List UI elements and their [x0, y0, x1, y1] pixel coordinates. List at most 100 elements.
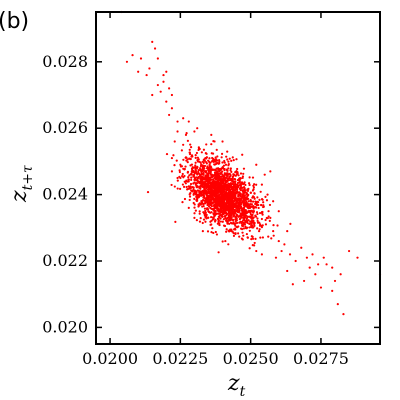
scatter-point	[178, 170, 181, 174]
scatter-point	[199, 217, 202, 220]
scatter-point	[173, 140, 176, 143]
scatter-point	[214, 219, 217, 222]
scatter-point	[180, 165, 184, 168]
scatter-point	[217, 177, 220, 180]
scatter-point	[148, 67, 151, 70]
scatter-point	[216, 189, 219, 192]
scatter-point	[191, 190, 194, 193]
scatter-point	[218, 210, 221, 213]
scatter-point	[231, 198, 234, 201]
scatter-point	[229, 169, 232, 172]
scatter-point	[258, 211, 262, 215]
scatter-point	[205, 217, 208, 220]
scatter-point	[254, 206, 258, 209]
scatter-point	[333, 279, 337, 283]
scatter-point	[234, 232, 237, 236]
scatter-point	[211, 168, 215, 172]
scatter-point	[244, 221, 247, 224]
scatter-point	[241, 190, 245, 193]
scatter-point	[286, 269, 289, 273]
y-axis-ticks: 0.020 0.022 0.024 0.026 0.028	[42, 52, 380, 336]
scatter-point	[210, 185, 213, 188]
scatter-point	[233, 194, 236, 197]
scatter-point	[252, 204, 255, 208]
scatter-point	[260, 183, 263, 186]
scatter-point	[215, 212, 219, 215]
scatter-point	[214, 196, 217, 199]
scatter-point	[227, 209, 231, 213]
scatter-point	[239, 206, 242, 209]
scatter-point	[300, 246, 303, 249]
scatter-point	[233, 208, 236, 211]
scatter-point	[241, 231, 244, 234]
scatter-point	[237, 232, 240, 235]
scatter-point	[244, 189, 247, 192]
scatter-point	[221, 179, 224, 182]
scatter-point	[198, 167, 202, 170]
scatter-point	[252, 219, 255, 223]
scatter-point	[302, 279, 306, 283]
scatter-point	[229, 216, 233, 220]
scatter-point	[243, 209, 247, 213]
scatter-point	[272, 200, 275, 203]
scatter-point	[202, 148, 206, 151]
scatter-point	[258, 228, 261, 231]
scatter-point	[258, 224, 262, 227]
scatter-point	[269, 216, 272, 219]
scatter-point	[226, 197, 229, 200]
scatter-point	[194, 169, 198, 173]
scatter-point	[198, 185, 201, 188]
scatter-point	[198, 210, 201, 213]
scatter-point	[232, 180, 235, 183]
scatter-point	[255, 203, 259, 206]
scatter-point	[187, 185, 191, 188]
scatter-point	[226, 150, 229, 153]
scatter-point	[242, 234, 245, 237]
scatter-point	[199, 161, 202, 164]
scatter-point	[204, 211, 207, 214]
scatter-point	[187, 178, 190, 181]
scatter-point	[235, 200, 238, 204]
scatter-point	[243, 181, 246, 184]
scatter-point	[211, 181, 214, 184]
scatter-point	[193, 130, 196, 133]
scatter-point	[268, 203, 272, 207]
scatter-point	[331, 289, 334, 292]
scatter-point	[224, 172, 227, 175]
scatter-point	[256, 212, 259, 216]
scatter-point	[196, 185, 199, 188]
scatter-point	[253, 244, 256, 247]
scatter-point	[223, 194, 226, 197]
scatter-point	[252, 210, 255, 213]
scatter-point	[208, 202, 212, 205]
scatter-point	[233, 205, 236, 209]
scatter-point	[255, 163, 258, 166]
scatter-point	[222, 224, 226, 227]
scatter-point	[197, 170, 200, 173]
scatter-point	[190, 176, 193, 179]
scatter-point	[239, 192, 242, 195]
scatter-point	[197, 158, 200, 161]
scatter-point	[214, 189, 217, 192]
y-tick-label: 0.020	[42, 317, 88, 336]
scatter-point	[219, 217, 222, 220]
scatter-point	[227, 167, 230, 170]
scatter-point	[233, 193, 236, 196]
scatter-point	[233, 177, 236, 181]
scatter-point	[200, 151, 203, 154]
scatter-point	[235, 170, 238, 173]
scatter-point	[247, 219, 250, 222]
scatter-point	[214, 174, 217, 177]
scatter-point	[174, 220, 177, 223]
scatter-point	[195, 182, 199, 185]
scatter-point	[165, 100, 168, 103]
scatter-point	[195, 195, 198, 198]
scatter-point	[249, 209, 252, 213]
scatter-point	[209, 191, 213, 195]
scatter-point	[211, 175, 214, 179]
scatter-point	[208, 164, 211, 167]
scatter-point	[245, 217, 249, 220]
scatter-point	[197, 195, 201, 198]
scatter-point	[200, 163, 203, 166]
scatter-point	[219, 199, 222, 202]
